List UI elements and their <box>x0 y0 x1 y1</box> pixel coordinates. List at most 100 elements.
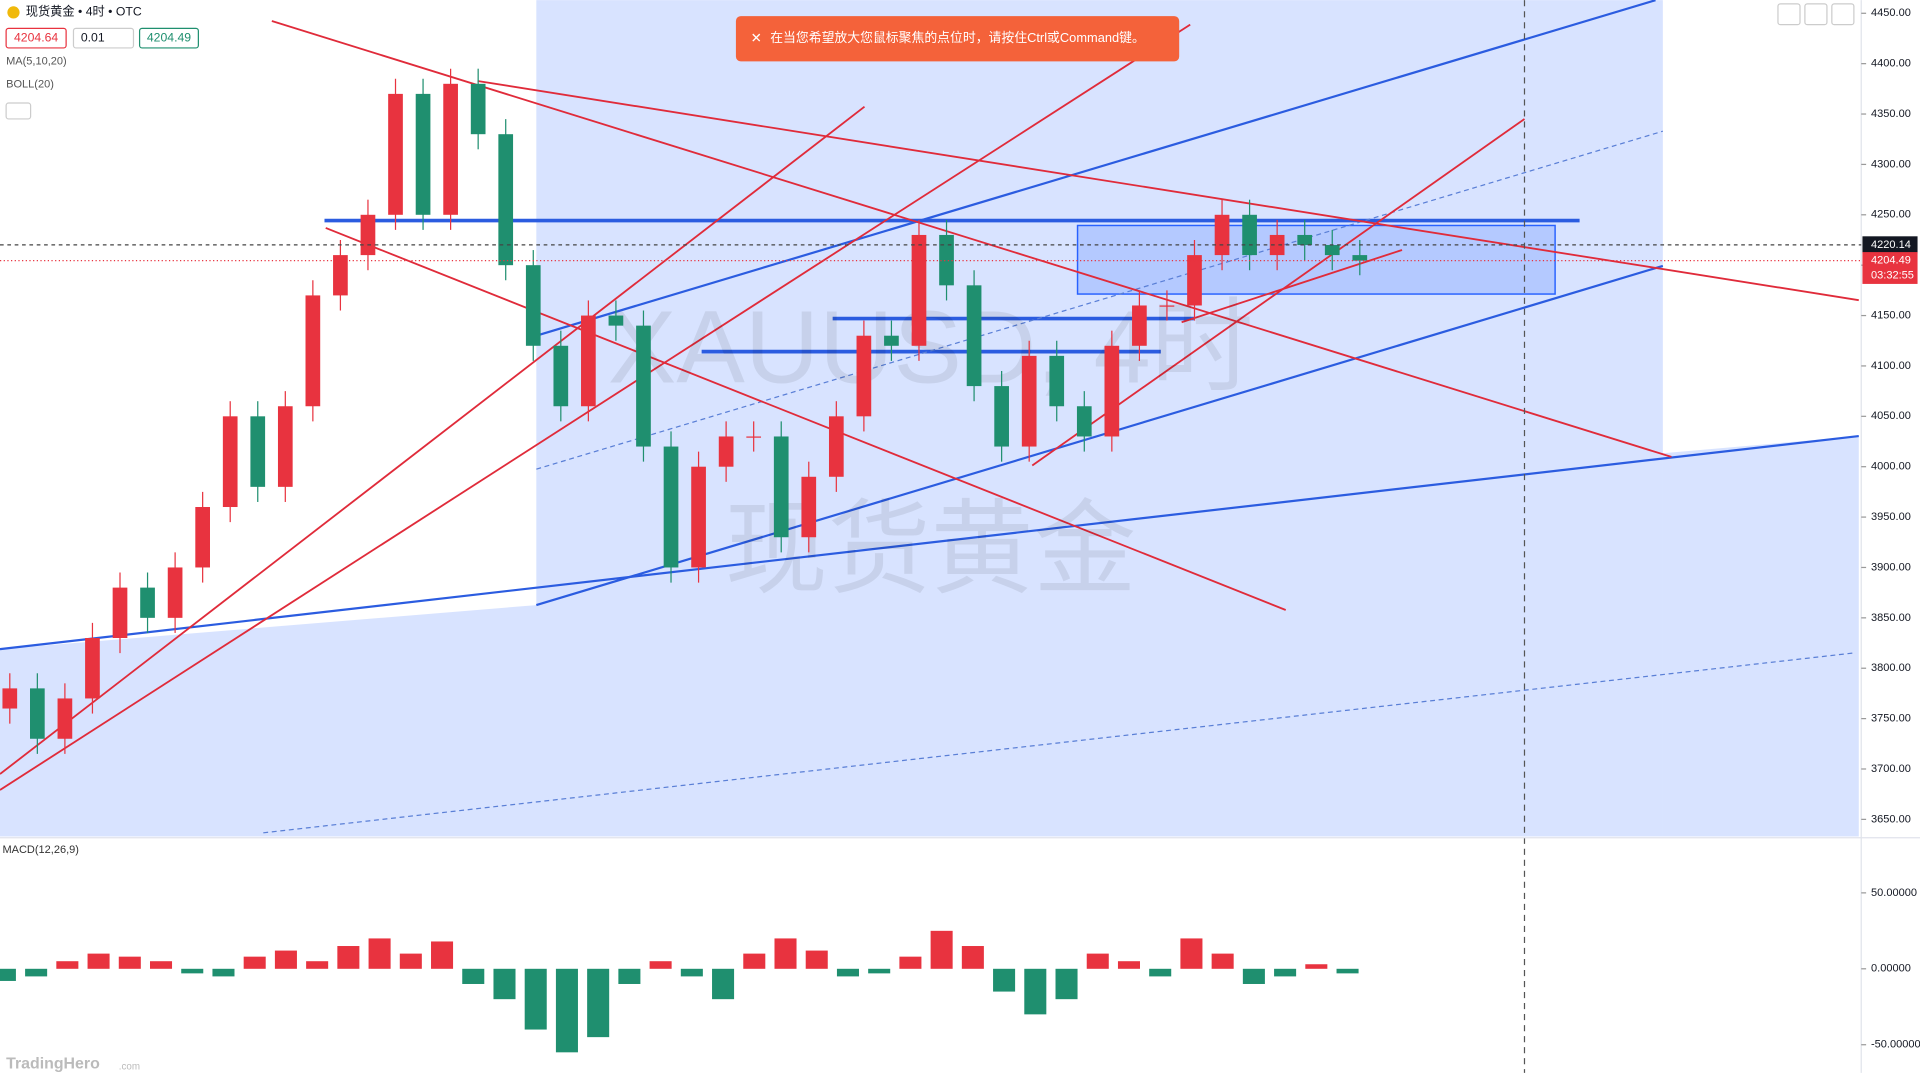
candle-body <box>911 234 927 346</box>
candle-body <box>333 255 348 296</box>
candle-body <box>443 83 458 215</box>
download-button[interactable] <box>1777 3 1801 26</box>
macd-bar <box>1336 968 1359 974</box>
indicator-label[interactable]: MACD(12,26,9) <box>2 844 79 856</box>
y-tick-label: 3800.00 <box>1871 662 1911 674</box>
y-tick-label: -50.00000 <box>1871 1039 1920 1051</box>
bid-box[interactable] <box>5 27 67 49</box>
notice-text: 在当您希望放大您鼠标聚焦的点位时，请按住Ctrl或Command键。 <box>770 30 1145 45</box>
candle-body <box>939 234 954 286</box>
candle-body <box>277 406 293 487</box>
candle-body <box>2 688 18 709</box>
brand-suffix: .com <box>119 1061 140 1072</box>
ref-price-label: 4220.14 <box>1871 239 1911 251</box>
brand: TradingHero <box>6 1055 100 1072</box>
macd-bar <box>961 946 984 969</box>
candle-body <box>1049 355 1065 407</box>
macd-bar <box>337 946 360 969</box>
macd-bar <box>399 953 422 969</box>
spread: 0.01 <box>81 30 105 44</box>
y-tick-label: 3850.00 <box>1871 612 1911 624</box>
y-tick-label: 4000.00 <box>1871 461 1911 473</box>
close-icon[interactable]: ✕ <box>751 30 762 45</box>
symbol[interactable]: 现货黄金 • 4时 • OTC <box>26 4 142 19</box>
candle-body <box>746 436 762 438</box>
macd-bar <box>1274 968 1297 977</box>
macd-bar <box>743 953 766 969</box>
candle-body <box>388 93 403 215</box>
candle-body <box>1021 355 1037 447</box>
macd-bar <box>774 938 797 969</box>
macd-bar <box>1117 961 1140 969</box>
candle-body <box>167 567 183 618</box>
candle-body <box>1187 255 1202 306</box>
macd-bar <box>1242 968 1265 984</box>
macd-bar <box>587 968 610 1038</box>
macd-bar <box>493 968 516 1000</box>
candle-body <box>1159 305 1175 307</box>
candle-body <box>250 416 266 487</box>
candle-body <box>415 93 431 215</box>
macd-bar <box>306 961 329 969</box>
y-tick-label: 4150.00 <box>1871 309 1911 321</box>
candle-body <box>140 587 155 618</box>
macd-bar <box>431 941 454 969</box>
watermark: 现货黄金 <box>725 491 1136 606</box>
macd-bar <box>1055 968 1078 1000</box>
candle-body <box>305 295 321 407</box>
shaded-zone <box>1662 436 1859 837</box>
last-price-box <box>1862 252 1918 284</box>
y-tick-label: 3950.00 <box>1871 511 1911 523</box>
macd-bar <box>181 968 204 974</box>
candle-body <box>85 637 100 699</box>
macd-bar <box>930 930 953 969</box>
macd-bar <box>1211 953 1234 969</box>
candle-body <box>1269 234 1285 256</box>
candle-body <box>856 335 872 417</box>
candle-body <box>112 587 128 638</box>
toolbar <box>1777 3 1855 26</box>
y-tick-label: 4100.00 <box>1871 360 1911 372</box>
indicator-label[interactable]: BOLL(20) <box>6 79 54 91</box>
candle-body <box>966 285 982 387</box>
macd-bar <box>680 968 703 977</box>
notification[interactable] <box>735 16 1180 62</box>
macd-bar <box>243 956 266 969</box>
y-tick-label: 4050.00 <box>1871 410 1911 422</box>
macd-bar <box>805 950 828 969</box>
macd-bar <box>1149 968 1172 977</box>
fullscreen-button[interactable] <box>1804 3 1828 26</box>
refresh-button[interactable] <box>1831 3 1855 26</box>
candle-body <box>553 345 569 407</box>
y-tick-label: 0.00000 <box>1871 963 1911 975</box>
macd-bar <box>899 956 922 969</box>
candle-body <box>691 466 706 568</box>
macd-bar <box>368 938 391 969</box>
candle-body <box>195 507 210 568</box>
y-tick-label: 4300.00 <box>1871 158 1911 170</box>
macd-bar <box>836 968 859 977</box>
bid: 4204.64 <box>14 30 58 44</box>
candle-body <box>994 386 1009 447</box>
watermark: XAUUSD, 4时 <box>608 289 1254 404</box>
candle-body <box>828 416 844 477</box>
indicator-label[interactable]: MA(5,10,20) <box>6 55 67 67</box>
candle-body <box>1352 255 1368 261</box>
countdown: 03:32:55 <box>1871 269 1914 281</box>
candle-body <box>581 315 596 407</box>
candle-body <box>360 214 376 256</box>
macd-bar <box>1024 968 1047 1015</box>
candle-body <box>608 315 624 326</box>
candle-body <box>1242 214 1257 256</box>
y-tick-label: 3700.00 <box>1871 763 1911 775</box>
ask-box[interactable] <box>138 27 199 49</box>
y-tick-label: 3650.00 <box>1871 813 1911 825</box>
dashed-lines <box>263 130 1856 834</box>
macd-bar <box>993 968 1016 992</box>
candle-body <box>1076 406 1092 437</box>
candle-body <box>222 416 238 508</box>
collapse-button[interactable] <box>5 102 32 120</box>
candle-body <box>663 446 679 568</box>
shaded-zone <box>0 605 537 837</box>
